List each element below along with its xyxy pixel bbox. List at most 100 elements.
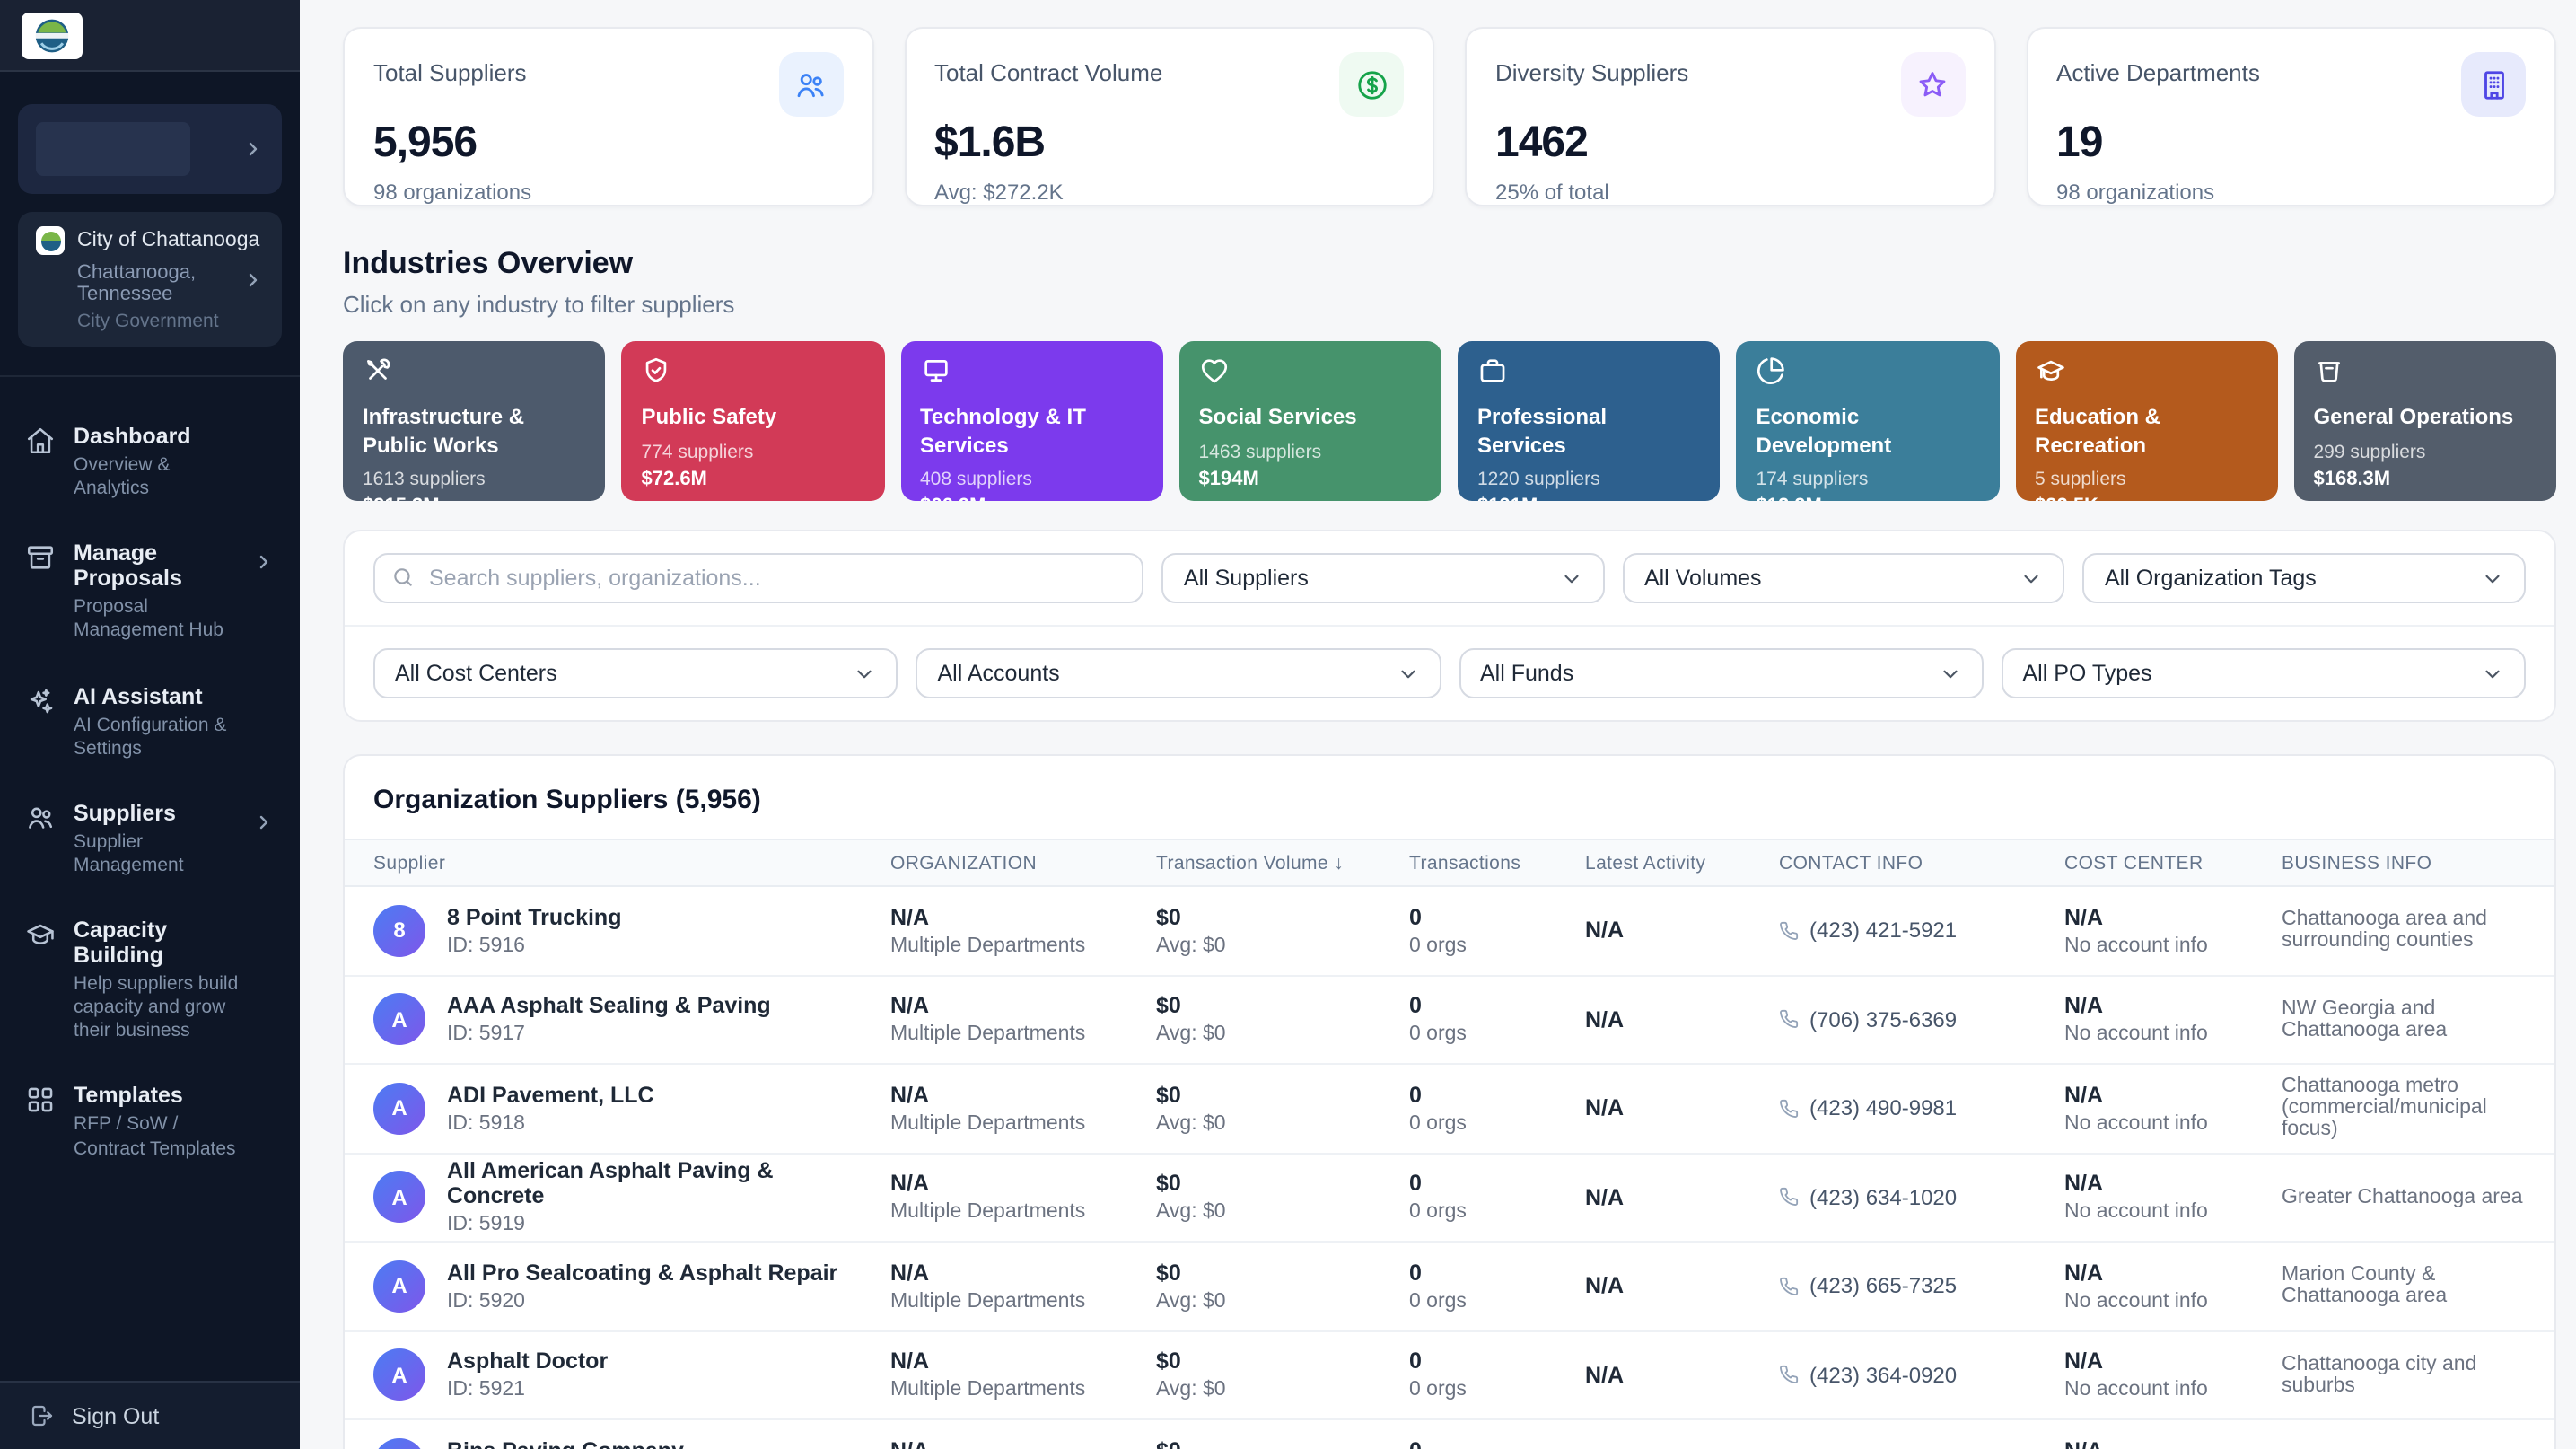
industry-card-professional-services[interactable]: Professional Services 1220 suppliers $19… (1458, 341, 1721, 501)
table-row[interactable]: A AAA Asphalt Sealing & Paving ID: 5917 N… (345, 976, 2554, 1065)
stat-sub: 25% of total (1495, 180, 1609, 205)
sidebar-item-dashboard[interactable]: Dashboard Overview & Analytics (25, 424, 275, 502)
filter-all-volumes[interactable]: All Volumes (1622, 553, 2065, 603)
archive-icon (25, 543, 56, 574)
dollar-circle-icon (1339, 52, 1404, 117)
filter-all-funds[interactable]: All Funds (1459, 648, 1984, 698)
table-row[interactable]: A All American Asphalt Paving & Concrete… (345, 1154, 2554, 1243)
industries-title: Industries Overview (343, 246, 634, 280)
sidebar-header (0, 0, 300, 72)
industry-card-technology-it-services[interactable]: Technology & IT Services 408 suppliers $… (900, 341, 1163, 501)
table-row[interactable]: A All Pro Sealcoating & Asphalt Repair ID… (345, 1243, 2554, 1331)
phone-icon (1780, 1099, 1799, 1118)
sidebar-item-manage-proposals[interactable]: Manage Proposals Proposal Management Hub (25, 541, 275, 645)
sidebar-item-suppliers[interactable]: Suppliers Supplier Management (25, 801, 275, 879)
column-transactions[interactable]: Transactions (1409, 852, 1521, 874)
industry-card-education-recreation[interactable]: Education & Recreation 5 suppliers $22.5… (2015, 341, 2278, 501)
phone-number: (423) 364-0920 (1809, 1362, 1958, 1388)
chevron-down-icon (857, 669, 872, 678)
avatar: 8 (373, 904, 425, 957)
column-supplier[interactable]: Supplier (373, 852, 446, 874)
filter-all-accounts[interactable]: All Accounts (916, 648, 1441, 698)
shield-check-icon (642, 357, 672, 393)
industry-card-public-safety[interactable]: Public Safety 774 suppliers $72.6M (621, 341, 884, 501)
column-business-info[interactable]: BUSINESS INFO (2282, 852, 2432, 874)
column-contact-info[interactable]: CONTACT INFO (1779, 852, 1923, 874)
stat-value: $1.6B (934, 119, 1046, 167)
stat-card-total-contract-volume: Total Contract Volume $1.6B Avg: $272.2K (904, 27, 1434, 206)
sidebar-item-templates[interactable]: Templates RFP / SoW / Contract Templates (25, 1084, 275, 1162)
supplier-id: ID: 5918 (447, 1112, 525, 1135)
industry-card-general-operations[interactable]: General Operations 299 suppliers $168.3M (2293, 341, 2556, 501)
phone-icon (1780, 1188, 1799, 1207)
column-latest-activity[interactable]: Latest Activity (1585, 852, 1706, 874)
filter-all-po-types[interactable]: All PO Types (2001, 648, 2526, 698)
latest-activity-cell: N/A (1585, 1184, 1625, 1210)
industry-card-infrastructure-public-works[interactable]: Infrastructure & Public Works 1613 suppl… (343, 341, 606, 501)
building-icon (2461, 52, 2526, 117)
sign-out-button[interactable]: Sign Out (0, 1381, 300, 1449)
chevron-down-icon (1942, 669, 1958, 678)
search-icon (394, 568, 412, 586)
supplier-name: AAA Asphalt Sealing & Paving (447, 993, 771, 1019)
search-input[interactable] (373, 553, 1144, 603)
chevron-down-icon (2485, 574, 2500, 583)
graduation-cap-icon (25, 919, 56, 950)
contact-info-cell: (423) 421-5921 (1779, 918, 2050, 944)
contact-info-cell: (423) 665-7325 (1779, 1274, 2050, 1299)
phone-icon (1780, 1277, 1799, 1295)
sidebar-item-ai-assistant[interactable]: AI Assistant AI Configuration & Settings (25, 683, 275, 761)
avatar: A (373, 1348, 425, 1401)
table-body: 8 8 Point Trucking ID: 5916 N/A Multiple D… (345, 887, 2554, 1449)
phone-icon (1780, 921, 1799, 940)
contact-info-cell: (423) 490-9981 (1779, 1096, 2050, 1121)
table-row[interactable]: A Asphalt Doctor ID: 5921 N/A Multiple Dep… (345, 1331, 2554, 1420)
org-card[interactable]: City of Chattanooga Chattanooga, Tenness… (18, 212, 282, 347)
supplier-name: 8 Point Trucking (447, 904, 622, 930)
filter-all-cost-centers[interactable]: All Cost Centers (373, 648, 898, 698)
column-cost-center[interactable]: COST CENTER (2064, 852, 2204, 874)
users-icon (25, 803, 56, 833)
chevron-down-icon (1564, 574, 1579, 583)
contact-info-cell: (423) 364-0920 (1779, 1363, 2050, 1388)
phone-number: (423) 421-5921 (1809, 918, 1958, 944)
supplier-name: All American Asphalt Paving & Concrete (447, 1158, 774, 1209)
sidebar-item-capacity-building[interactable]: Capacity Building Help suppliers build ca… (25, 918, 275, 1044)
profile-card[interactable] (18, 104, 282, 194)
avatar: A (373, 993, 425, 1046)
column-organization[interactable]: ORGANIZATION (890, 852, 1038, 874)
column-transaction-volume[interactable]: Transaction Volume ↓ (1156, 852, 1345, 874)
table-row[interactable]: 8 8 Point Trucking ID: 5916 N/A Multiple D… (345, 887, 2554, 976)
stat-card-diversity-suppliers: Diversity Suppliers 1462 25% of total (1465, 27, 1995, 206)
table-header: Supplier ORGANIZATION Transaction Volume… (345, 839, 2554, 887)
supplier-name: Asphalt Doctor (447, 1348, 609, 1374)
filter-all-organization-tags[interactable]: All Organization Tags (2082, 553, 2526, 603)
filter-all-suppliers[interactable]: All Suppliers (1161, 553, 1605, 603)
business-info-cell: Marion County & Chattanooga area (2282, 1264, 2448, 1308)
table-row[interactable]: B Bins Paving CompanyID: 5922 N/AMultipl… (345, 1420, 2554, 1449)
supplier-cell: B Bins Paving CompanyID: 5922 (373, 1437, 876, 1449)
chevron-right-icon (259, 556, 268, 569)
supplier-cell: A Asphalt Doctor ID: 5921 (373, 1348, 876, 1401)
industry-card-social-services[interactable]: Social Services 1463 suppliers $194M (1178, 341, 1441, 501)
latest-activity-cell: N/A (1585, 1095, 1625, 1121)
table-row[interactable]: A ADI Pavement, LLC ID: 5918 N/A Multiple … (345, 1065, 2554, 1154)
latest-activity-cell: N/A (1585, 918, 1625, 944)
org-type: City Government (77, 311, 219, 332)
industry-card-economic-development[interactable]: Economic Development 174 suppliers $12.9… (1736, 341, 1999, 501)
supplier-id: ID: 5921 (447, 1379, 525, 1401)
graduation-cap-icon (2035, 360, 2065, 393)
bucket-icon (2314, 362, 2344, 393)
